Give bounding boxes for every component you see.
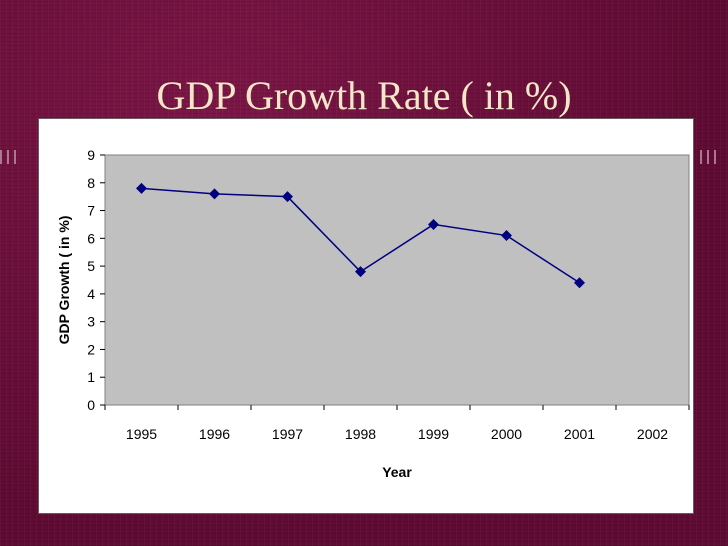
y-tick-label: 7 (87, 203, 95, 219)
data-point-1997 (282, 191, 293, 203)
x-tick-label: 2002 (637, 426, 668, 442)
x-tick-label: 1996 (199, 426, 230, 442)
y-tick-label: 6 (87, 230, 95, 246)
y-tick-label: 0 (87, 397, 95, 413)
slide-title: GDP Growth Rate ( in %) (156, 73, 572, 118)
decor-tick-marks-right (700, 150, 728, 164)
y-tick-label: 3 (87, 314, 95, 330)
data-point-2001 (574, 277, 585, 289)
plot-area (104, 154, 690, 406)
x-tick-label: 2000 (491, 426, 522, 442)
x-tick-label: 1997 (272, 426, 303, 442)
data-point-2000 (501, 230, 512, 242)
y-tick-label: 2 (87, 341, 95, 357)
x-tick-label: 1995 (126, 426, 157, 442)
x-tick-label: 1998 (345, 426, 376, 442)
x-tick-label: 2001 (564, 426, 595, 442)
y-tick-label: 4 (87, 286, 95, 302)
decor-tick-marks-left (0, 150, 28, 164)
chart-panel: 0 1 2 3 4 5 6 7 8 9 1995 1996 1997 1998 1999 2000 2001 2… (38, 118, 694, 514)
x-tick-label: 1999 (418, 426, 449, 442)
data-point-1996 (209, 188, 220, 200)
data-point-1998 (355, 266, 366, 278)
y-tick-label: 1 (87, 369, 95, 385)
y-tick-label: 9 (87, 147, 95, 163)
y-axis-title: GDP Growth ( in %) (56, 216, 72, 345)
data-point-1995 (136, 182, 147, 194)
gdp-line-chart: 0 1 2 3 4 5 6 7 8 9 1995 1996 1997 1998 1999 2000 2001 2… (56, 147, 690, 480)
y-tick-label: 5 (87, 258, 95, 274)
data-point-1999 (428, 218, 439, 230)
y-tick-label: 8 (87, 175, 95, 191)
x-axis-title: Year (382, 464, 412, 480)
